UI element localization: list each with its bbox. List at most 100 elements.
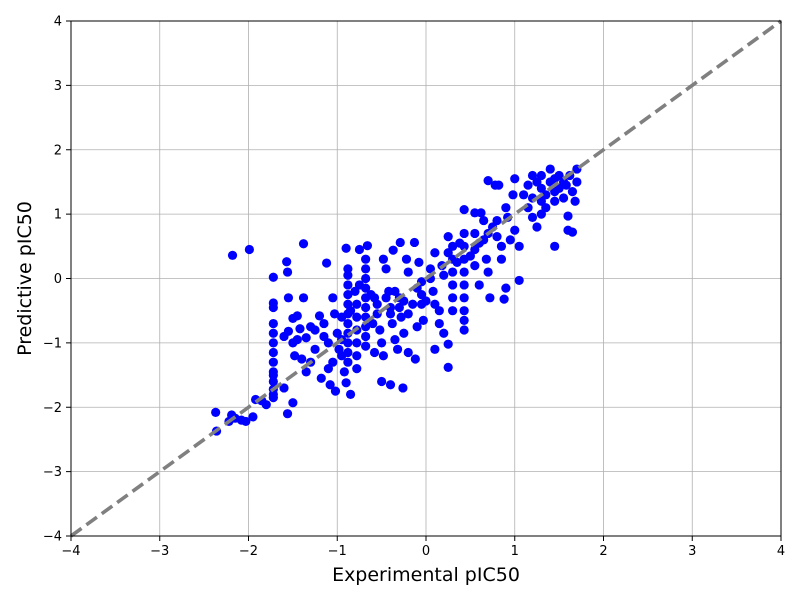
data-point — [448, 293, 458, 303]
data-point — [443, 232, 453, 242]
data-point — [567, 186, 578, 197]
y-tick-label: −1 — [43, 336, 62, 351]
data-point — [523, 180, 533, 190]
data-point — [448, 306, 458, 316]
data-point — [385, 309, 396, 319]
data-point — [563, 211, 573, 221]
data-point — [352, 299, 362, 309]
data-point — [476, 208, 486, 218]
data-point — [332, 328, 342, 338]
data-point — [567, 227, 578, 237]
x-axis-ticks: −4 −3 −2 −1 0 1 2 3 4 — [61, 536, 785, 559]
data-point — [301, 333, 311, 343]
data-point — [354, 244, 365, 255]
data-point — [514, 241, 524, 251]
data-point — [345, 389, 356, 399]
data-point — [430, 299, 440, 309]
x-tick-label: −4 — [61, 544, 80, 559]
data-point — [366, 289, 376, 300]
data-point — [545, 164, 555, 174]
data-point — [459, 280, 469, 290]
data-point — [268, 367, 278, 377]
data-point — [282, 267, 293, 277]
data-point — [483, 267, 493, 277]
data-point — [409, 237, 420, 248]
x-tick-label: −1 — [328, 544, 347, 559]
data-point — [412, 322, 422, 332]
data-point — [241, 416, 251, 427]
data-point — [510, 225, 520, 235]
data-point — [439, 328, 449, 338]
data-point — [496, 254, 507, 264]
x-tick-label: 2 — [599, 544, 607, 559]
data-point — [470, 261, 480, 271]
data-point — [499, 294, 509, 304]
data-point — [323, 338, 333, 348]
data-point — [369, 347, 380, 358]
data-point — [408, 299, 418, 309]
data-point — [343, 347, 353, 358]
y-tick-label: −4 — [43, 530, 62, 545]
data-point — [428, 286, 438, 296]
data-point — [322, 258, 332, 268]
data-point — [268, 328, 278, 338]
data-point — [390, 335, 400, 345]
data-point — [248, 412, 258, 422]
data-point — [339, 367, 349, 377]
data-point — [448, 280, 458, 290]
data-point — [527, 170, 538, 181]
y-tick-label: 1 — [54, 208, 62, 223]
data-point — [298, 293, 309, 303]
data-point — [416, 289, 427, 300]
data-point — [558, 177, 569, 187]
data-point — [527, 212, 538, 222]
data-point — [510, 174, 520, 184]
data-point — [459, 228, 469, 239]
y-tick-label: 4 — [54, 15, 62, 30]
data-point — [377, 338, 387, 348]
data-point — [459, 306, 469, 316]
data-point — [352, 312, 362, 322]
data-point — [325, 380, 335, 390]
data-point — [483, 176, 493, 186]
data-point — [403, 309, 413, 319]
data-point — [352, 364, 362, 374]
data-point — [361, 302, 371, 313]
data-point — [398, 383, 408, 393]
data-point — [343, 280, 353, 290]
x-axis-label: Experimental pIC50 — [332, 564, 520, 586]
data-point — [421, 296, 431, 306]
data-point — [330, 386, 341, 396]
y-axis-ticks: −4 −3 −2 −1 0 1 2 3 4 — [43, 15, 71, 545]
data-point — [452, 257, 462, 268]
data-point — [375, 325, 385, 335]
data-point — [479, 215, 489, 226]
data-point — [350, 286, 360, 296]
data-point — [290, 351, 300, 361]
data-point — [558, 193, 569, 203]
data-point — [459, 325, 469, 335]
data-point — [295, 324, 305, 334]
data-point — [505, 235, 515, 245]
data-point — [352, 338, 362, 348]
data-point — [292, 335, 302, 345]
data-point — [395, 237, 405, 248]
data-point — [443, 362, 453, 372]
data-point — [268, 376, 278, 387]
data-point — [393, 344, 403, 354]
data-point — [550, 196, 560, 206]
data-point — [288, 398, 298, 408]
data-point — [459, 293, 469, 303]
data-point — [532, 222, 542, 232]
data-point — [361, 341, 371, 351]
data-point — [297, 354, 307, 364]
data-point — [361, 264, 371, 274]
data-point — [319, 318, 329, 329]
data-point — [508, 190, 518, 200]
data-point — [501, 203, 511, 213]
data-point — [459, 315, 469, 325]
data-point — [292, 311, 302, 321]
data-point — [550, 186, 560, 197]
data-point — [494, 180, 504, 190]
